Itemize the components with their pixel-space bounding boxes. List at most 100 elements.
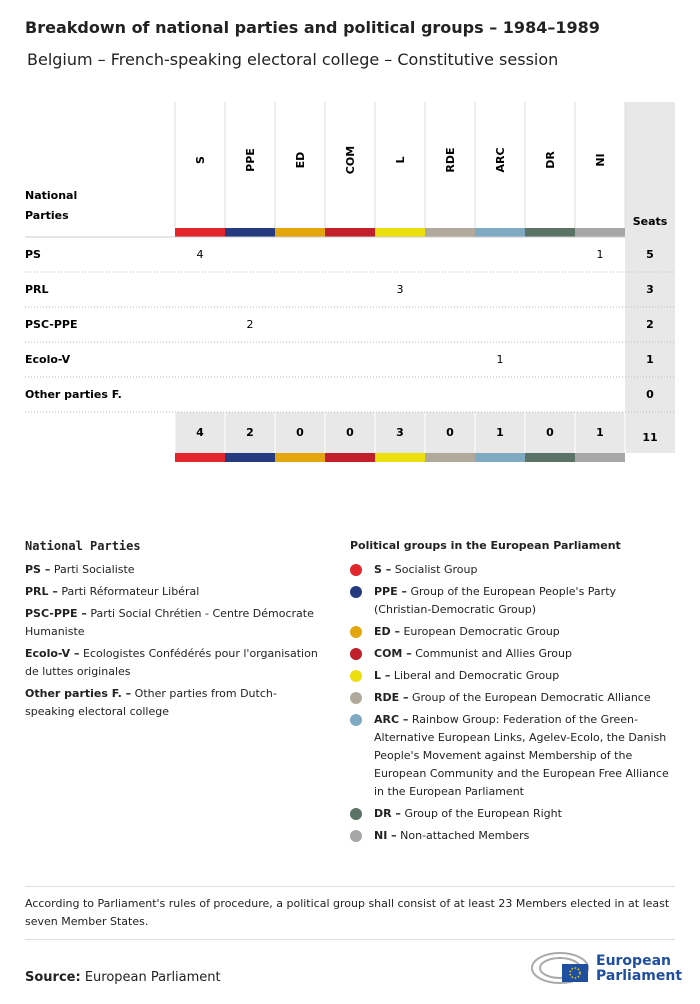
legend-abbr: PS – <box>25 563 51 576</box>
logo: European Parliament <box>530 950 682 986</box>
group-code: L <box>394 156 407 163</box>
logo-text: European <box>596 953 671 969</box>
legend-dot <box>350 808 362 820</box>
source-text: European Parliament <box>84 970 221 985</box>
legend-name: Communist and Allies Group <box>415 647 572 660</box>
legend-name: Parti Social Chrétien - Centre Démocrate… <box>25 607 314 638</box>
seats-column-bg <box>625 102 675 453</box>
group-color <box>275 453 325 462</box>
legend-item: S – Socialist Group <box>350 561 675 579</box>
group-color <box>475 228 525 237</box>
legend-item: ED – European Democratic Group <box>350 623 675 641</box>
seats: 2 <box>646 318 654 331</box>
total: 0 <box>546 426 554 439</box>
legend-item: Other parties F. – Other parties from Du… <box>25 685 325 721</box>
legend-name: Other parties from Dutch-speaking electo… <box>25 687 277 718</box>
legend-item: Ecolo-V – Ecologistes Confédérés pour l'… <box>25 645 325 681</box>
group-color <box>575 228 625 237</box>
cell: 1 <box>497 353 504 366</box>
seats: 1 <box>646 353 654 366</box>
legend-abbr: RDE – <box>374 691 409 704</box>
total: 4 <box>196 426 204 439</box>
party: PSC-PPE <box>25 318 78 331</box>
group-color <box>475 453 525 462</box>
legend-item: NI – Non-attached Members <box>350 827 675 845</box>
seats: 0 <box>646 388 654 401</box>
legend-name: Liberal and Democratic Group <box>393 669 560 682</box>
legend-name: Non-attached Members <box>400 829 530 842</box>
legend-abbr: ED – <box>374 625 400 638</box>
title: Breakdown of national parties and politi… <box>25 18 600 37</box>
legend-item: PSC-PPE – Parti Social Chrétien - Centre… <box>25 605 325 641</box>
legend-item: RDE – Group of the European Democratic A… <box>350 689 675 707</box>
group-code: PPE <box>244 148 257 172</box>
legend-item: DR – Group of the European Right <box>350 805 675 823</box>
group-color <box>325 228 375 237</box>
subtitle: Belgium – French-speaking electoral coll… <box>27 50 559 69</box>
legend-name: Ecologistes Confédérés pour l'organisati… <box>25 647 318 678</box>
group-color <box>225 228 275 237</box>
cell: 3 <box>397 283 404 296</box>
logo-text: Parliament <box>596 968 683 984</box>
legend-title: National Parties <box>25 539 141 553</box>
note: According to Parliament's rules of proce… <box>25 886 675 940</box>
legend-dot <box>350 830 362 842</box>
row-header-word: Parties <box>25 209 69 222</box>
legend-item: PS – Parti Socialiste <box>25 561 325 579</box>
party: Other parties F. <box>25 388 122 401</box>
group-color <box>375 453 425 462</box>
national-legend: National Parties PS – Parti Socialiste PR… <box>25 537 325 725</box>
cell: 4 <box>197 248 204 261</box>
group-color <box>525 453 575 462</box>
legend-name: Group of the European Right <box>404 807 562 820</box>
legend-abbr: L – <box>374 669 391 682</box>
legend-abbr: NI – <box>374 829 397 842</box>
legend-dot <box>350 564 362 576</box>
legend-abbr: PRL – <box>25 585 58 598</box>
group-color <box>325 453 375 462</box>
legend-dot <box>350 648 362 660</box>
legend-name: Parti Socialiste <box>53 563 135 576</box>
party: Ecolo-V <box>25 353 71 366</box>
group-code: RDE <box>444 147 457 172</box>
legend-abbr: Other parties F. – <box>25 687 132 700</box>
legend-dot <box>350 626 362 638</box>
legend-abbr: ARC – <box>374 713 409 726</box>
total: 0 <box>296 426 304 439</box>
party: PS <box>25 248 41 261</box>
legend-abbr: COM – <box>374 647 412 660</box>
group-color <box>525 228 575 237</box>
group-legend: Political groups in the European Parliam… <box>350 537 675 849</box>
group-code: DR <box>544 151 557 169</box>
group-color <box>175 228 225 237</box>
row-header: National Parties <box>25 189 77 222</box>
group-color <box>425 228 475 237</box>
total-seats: 11 <box>642 431 657 444</box>
legend-dot <box>350 670 362 682</box>
legend-item: COM – Communist and Allies Group <box>350 645 675 663</box>
legend-dot <box>350 714 362 726</box>
legend-dot <box>350 692 362 704</box>
group-code: COM <box>344 146 357 174</box>
total: 1 <box>496 426 504 439</box>
total: 0 <box>446 426 454 439</box>
legend-dot <box>350 586 362 598</box>
total: 3 <box>396 426 404 439</box>
cell: 2 <box>247 318 254 331</box>
row-header-word: National <box>25 189 77 202</box>
group-code: ARC <box>494 147 507 172</box>
group-code: NI <box>594 153 607 166</box>
seats: 5 <box>646 248 654 261</box>
group-color <box>375 228 425 237</box>
total: 0 <box>346 426 354 439</box>
legend-abbr: S – <box>374 563 392 576</box>
legend-item: L – Liberal and Democratic Group <box>350 667 675 685</box>
seats: 3 <box>646 283 654 296</box>
legend-item: ARC – Rainbow Group: Federation of the G… <box>350 711 675 801</box>
table: National Parties Seats S 4 PPE 2 ED 0 COM 0 L 3 RDE 0 A… <box>25 102 675 462</box>
total: 2 <box>246 426 254 439</box>
group-color <box>175 453 225 462</box>
source: Source: European Parliament <box>25 970 221 985</box>
legend-item: PPE – Group of the European People's Par… <box>350 583 675 619</box>
